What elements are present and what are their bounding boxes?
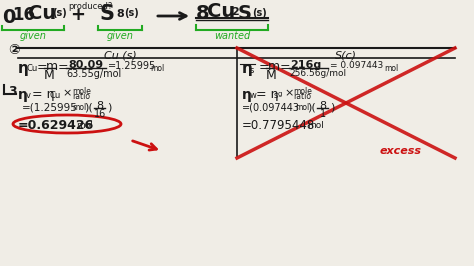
Text: S: S xyxy=(100,4,115,24)
Text: = 0.097443: = 0.097443 xyxy=(330,61,383,70)
Text: η: η xyxy=(242,88,252,102)
Text: 8: 8 xyxy=(96,101,103,111)
Text: =: = xyxy=(259,61,270,74)
Text: 63.55g/mol: 63.55g/mol xyxy=(66,69,121,79)
Text: Cu (s): Cu (s) xyxy=(104,50,137,60)
Text: ×: × xyxy=(62,88,72,98)
Text: )(: )( xyxy=(84,103,93,113)
Text: =0.7795448: =0.7795448 xyxy=(242,119,315,132)
Text: =(0.097443: =(0.097443 xyxy=(242,103,300,113)
Text: mole: mole xyxy=(72,87,91,96)
Text: produced?: produced? xyxy=(68,2,112,11)
Text: 16: 16 xyxy=(12,6,35,24)
Text: M: M xyxy=(44,69,55,82)
Text: η: η xyxy=(242,61,253,76)
Text: wanted: wanted xyxy=(214,31,250,41)
Text: +: + xyxy=(71,6,85,24)
Text: S(c): S(c) xyxy=(335,50,357,60)
Text: 3: 3 xyxy=(8,85,17,98)
Text: ②: ② xyxy=(8,43,20,57)
Text: η: η xyxy=(18,88,28,102)
Text: w: w xyxy=(250,91,257,100)
Text: mol: mol xyxy=(295,103,309,112)
Text: =1.25995: =1.25995 xyxy=(108,61,156,71)
Text: given: given xyxy=(107,31,134,41)
Text: Cu: Cu xyxy=(50,91,61,100)
Text: 2: 2 xyxy=(231,7,239,17)
Text: 8: 8 xyxy=(116,9,124,19)
Text: s: s xyxy=(250,66,255,75)
Text: 16: 16 xyxy=(94,109,106,119)
Text: s: s xyxy=(274,91,278,100)
Text: (s): (s) xyxy=(52,8,67,18)
Text: =: = xyxy=(280,61,291,74)
Text: given: given xyxy=(19,31,46,41)
Text: Cu: Cu xyxy=(26,64,37,73)
Text: mol: mol xyxy=(307,121,324,130)
Text: 8: 8 xyxy=(196,4,210,23)
Text: mol: mol xyxy=(150,64,164,73)
Text: mole: mole xyxy=(293,87,312,96)
Text: (s): (s) xyxy=(124,8,139,18)
Text: ratio: ratio xyxy=(72,92,90,101)
Text: mol: mol xyxy=(76,121,93,130)
Text: m: m xyxy=(268,60,280,73)
Text: =0.629426: =0.629426 xyxy=(18,119,94,132)
Text: 216g: 216g xyxy=(290,60,321,70)
Text: =: = xyxy=(58,61,69,74)
Text: excess: excess xyxy=(380,146,422,156)
Text: 0: 0 xyxy=(2,8,15,27)
Text: ): ) xyxy=(107,103,111,113)
Text: )(: )( xyxy=(307,103,316,113)
Text: Cu: Cu xyxy=(28,4,56,23)
Text: η: η xyxy=(18,61,29,76)
Text: ×: × xyxy=(284,88,293,98)
Text: 8: 8 xyxy=(319,101,326,111)
Text: (s): (s) xyxy=(252,8,267,18)
Text: = η: = η xyxy=(32,88,55,101)
Text: = η: = η xyxy=(256,88,279,101)
Text: Cu: Cu xyxy=(207,2,235,21)
Text: g: g xyxy=(278,91,283,97)
Text: ratio: ratio xyxy=(293,92,311,101)
Text: mol: mol xyxy=(72,103,86,112)
Text: v: v xyxy=(26,91,31,100)
Text: 256.56g/mol: 256.56g/mol xyxy=(289,69,346,78)
Text: =: = xyxy=(37,61,47,74)
Text: m: m xyxy=(46,60,58,73)
Text: mol: mol xyxy=(384,64,398,73)
Text: 80.09: 80.09 xyxy=(68,60,103,70)
Text: 1: 1 xyxy=(320,109,326,119)
Text: =(1.25995: =(1.25995 xyxy=(22,103,78,113)
Text: M: M xyxy=(266,69,277,82)
Text: S: S xyxy=(238,4,252,23)
Text: ): ) xyxy=(330,103,334,113)
